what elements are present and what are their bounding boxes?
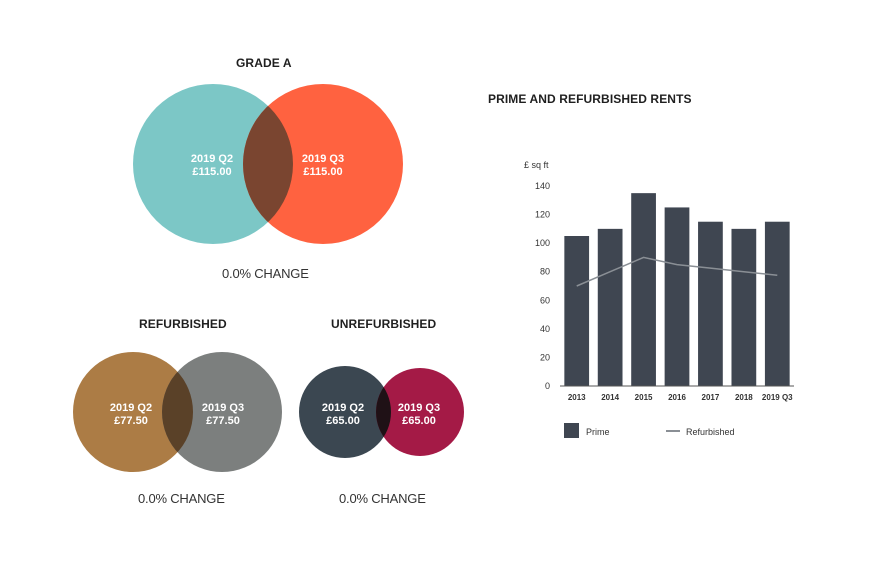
refurbished-line	[576, 256, 778, 287]
rents-chart: £ sq ft 0 20 40 60 80 100 120 140 2013 2014 2015 2…	[524, 160, 794, 438]
y-tick-label: 100	[535, 238, 550, 248]
unrefurbished-q2-period: 2019 Q2	[322, 402, 364, 414]
y-tick-label: 0	[545, 381, 550, 391]
refurbished-title: REFURBISHED	[139, 317, 227, 331]
y-axis-label: £ sq ft	[524, 160, 549, 170]
refurbished-q3-circle	[162, 352, 282, 472]
refurbished-q3-value: £77.50	[206, 415, 240, 427]
grade-a-q2-circle	[133, 84, 293, 244]
unrefurbished-change: 0.0% CHANGE	[339, 491, 426, 506]
unrefurbished-q3-period: 2019 Q3	[398, 402, 440, 414]
prime-bar	[597, 228, 623, 386]
refurbished-q2-value: £77.50	[114, 415, 148, 427]
unrefurbished-q2-circle	[299, 366, 391, 458]
grade-a-q3-period: 2019 Q3	[302, 153, 344, 165]
y-tick-label: 140	[535, 181, 550, 191]
grade-a-change: 0.0% CHANGE	[222, 266, 309, 281]
legend-refurbished-label: Refurbished	[686, 427, 735, 437]
x-tick-label: 2017	[702, 393, 720, 402]
y-tick-label: 20	[540, 352, 550, 362]
chart-legend: Prime Refurbished	[564, 423, 735, 438]
unrefurbished-q2-value: £65.00	[326, 415, 360, 427]
unrefurbished-title: UNREFURBISHED	[331, 317, 437, 331]
y-tick-label: 120	[535, 210, 550, 220]
chart-title: PRIME AND REFURBISHED RENTS	[488, 92, 692, 106]
legend-prime-label: Prime	[586, 427, 610, 437]
unrefurbished-venn: 2019 Q2 £65.00 2019 Q3 £65.00	[299, 366, 464, 458]
grade-a-q2-period: 2019 Q2	[191, 153, 233, 165]
prime-bar	[664, 207, 690, 386]
unrefurbished-q3-circle	[376, 368, 464, 456]
refurbished-venn: 2019 Q2 £77.50 2019 Q3 £77.50	[73, 352, 282, 472]
grade-a-q2-value: £115.00	[192, 166, 231, 178]
refurbished-q2-period: 2019 Q2	[110, 402, 152, 414]
grade-a-title: GRADE A	[236, 56, 292, 70]
refurbished-q2-circle	[73, 352, 193, 472]
prime-bar	[731, 228, 757, 386]
prime-bar	[698, 221, 723, 386]
x-tick-label: 2016	[668, 393, 686, 402]
prime-bar	[764, 221, 790, 386]
refurbished-q3-period: 2019 Q3	[202, 402, 244, 414]
x-tick-label: 2018	[735, 393, 753, 402]
legend-prime-swatch	[564, 423, 579, 438]
prime-bar	[631, 193, 656, 386]
grade-a-venn: 2019 Q2 £115.00 2019 Q3 £115.00	[133, 84, 403, 244]
grade-a-q3-value: £115.00	[303, 166, 342, 178]
x-tick-label: 2015	[635, 393, 653, 402]
y-tick-label: 80	[540, 267, 550, 277]
x-tick-label: 2014	[601, 393, 619, 402]
y-tick-label: 60	[540, 295, 550, 305]
refurbished-change: 0.0% CHANGE	[138, 491, 225, 506]
prime-bar	[564, 236, 590, 386]
y-tick-label: 40	[540, 324, 550, 334]
x-tick-label: 2019 Q3	[762, 393, 793, 402]
x-tick-label: 2013	[568, 393, 586, 402]
grade-a-q3-circle	[243, 84, 403, 244]
unrefurbished-q3-value: £65.00	[402, 415, 436, 427]
